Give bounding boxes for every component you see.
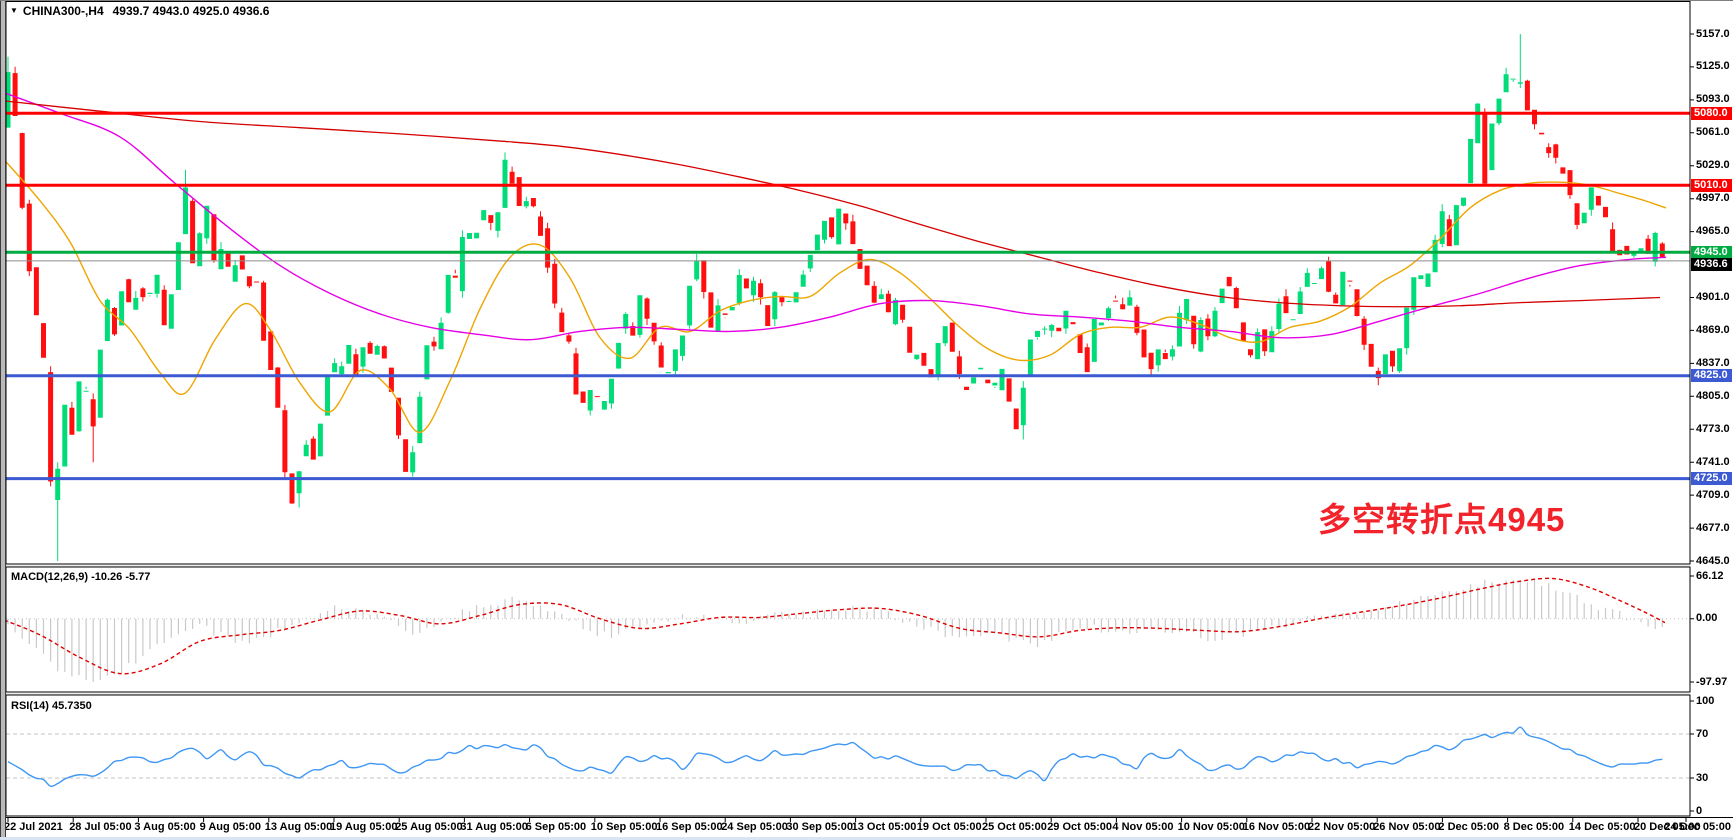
price-tick-label: 4965.0 <box>1696 225 1730 238</box>
macd-tick-label: 0.00 <box>1696 612 1718 625</box>
level-price-box: 4725.0 <box>1691 472 1732 486</box>
rsi-tick-label: 100 <box>1696 694 1715 707</box>
time-tick-label: 28 Jul 05:00 <box>69 821 132 833</box>
price-tick-label: 4677.0 <box>1696 521 1730 534</box>
time-tick-label: 22 Jul 2021 <box>4 821 63 833</box>
time-tick-label: 25 Aug 05:00 <box>395 821 463 833</box>
level-price-box: 5080.0 <box>1691 106 1732 120</box>
symbol-period-label: CHINA300-,H4 <box>22 4 104 18</box>
macd-tick-label: -97.97 <box>1696 675 1728 688</box>
level-price-box: 5010.0 <box>1691 178 1732 192</box>
rsi-tick-label: 70 <box>1696 727 1709 740</box>
price-tick-label: 5029.0 <box>1696 159 1730 172</box>
time-tick-label: 16 Nov 05:00 <box>1242 821 1311 833</box>
time-tick-label: 22 Nov 05:00 <box>1308 821 1376 833</box>
time-tick-label: 13 Aug 05:00 <box>264 821 333 833</box>
macd-tick-label: 66.12 <box>1696 569 1724 582</box>
price-tick-label: 4901.0 <box>1696 291 1730 303</box>
price-tick-label: 4741.0 <box>1696 455 1730 468</box>
window-left-edge <box>0 1 6 840</box>
price-tick-label: 4773.0 <box>1696 422 1730 435</box>
annotation-text: 多空转折点4945 <box>1318 501 1566 538</box>
current-price-box: 4936.6 <box>1691 258 1732 271</box>
price-tick-label: 4869.0 <box>1696 323 1730 336</box>
rsi-tick-label: 0 <box>1696 804 1703 817</box>
time-tick-label: 10 Nov 05:00 <box>1177 821 1245 833</box>
price-tick-label: 4709.0 <box>1696 488 1730 501</box>
rsi-indicator-label: RSI(14) 45.7350 <box>11 700 92 712</box>
price-tick-label: 5125.0 <box>1696 60 1730 73</box>
price-tick-label: 4997.0 <box>1696 192 1730 205</box>
time-tick-label: 13 Oct 05:00 <box>851 821 917 833</box>
time-tick-label: 20 Dec 05:00 <box>1634 821 1701 833</box>
price-tick-label: 4805.0 <box>1696 389 1730 402</box>
time-tick-label: 2 Dec 05:00 <box>1438 821 1499 833</box>
time-tick-label: 8 Dec 05:00 <box>1503 821 1565 833</box>
time-tick-label: 3 Aug 05:00 <box>134 821 196 833</box>
macd-indicator-label: MACD(12,26,9) -10.26 -5.77 <box>11 571 151 583</box>
time-tick-label: 29 Oct 05:00 <box>1047 821 1113 833</box>
time-tick-label: 25 Oct 05:00 <box>982 821 1047 833</box>
level-price-box: 4825.0 <box>1691 369 1732 383</box>
collapse-triangle-icon[interactable]: ▼ <box>10 6 18 15</box>
price-tick-label: 5061.0 <box>1696 126 1730 139</box>
level-price-box: 4945.0 <box>1691 245 1732 259</box>
time-tick-label: 24 Dec 05:00 <box>1664 821 1731 833</box>
time-tick-label: 9 Aug 05:00 <box>199 821 261 833</box>
time-tick-label: 24 Sep 05:00 <box>721 821 788 833</box>
time-tick-label: 10 Sep 05:00 <box>590 821 658 833</box>
rsi-tick-label: 30 <box>1696 771 1709 784</box>
time-tick-label: 14 Dec 05:00 <box>1568 821 1636 833</box>
time-tick-label: 19 Aug 05:00 <box>330 821 398 833</box>
time-tick-label: 26 Nov 05:00 <box>1373 821 1441 833</box>
time-tick-label: 30 Sep 05:00 <box>786 821 854 833</box>
time-tick-label: 6 Sep 05:00 <box>525 821 587 833</box>
time-tick-label: 31 Aug 05:00 <box>460 821 528 833</box>
price-tick-label: 4837.0 <box>1696 356 1730 369</box>
time-tick-label: 4 Nov 05:00 <box>1112 821 1174 833</box>
time-tick-label: 16 Sep 05:00 <box>656 821 723 833</box>
time-tick-label: 19 Oct 05:00 <box>916 821 982 833</box>
ohlc-values: 4939.7 4943.0 4925.0 4936.6 <box>112 4 270 18</box>
price-tick-label: 5093.0 <box>1696 93 1730 106</box>
chart-title: ▼ CHINA300-,H4 4939.7 4943.0 4925.0 4936.6 <box>10 4 269 18</box>
price-tick-label: 4645.0 <box>1696 554 1730 567</box>
price-tick-label: 5157.0 <box>1696 27 1730 40</box>
